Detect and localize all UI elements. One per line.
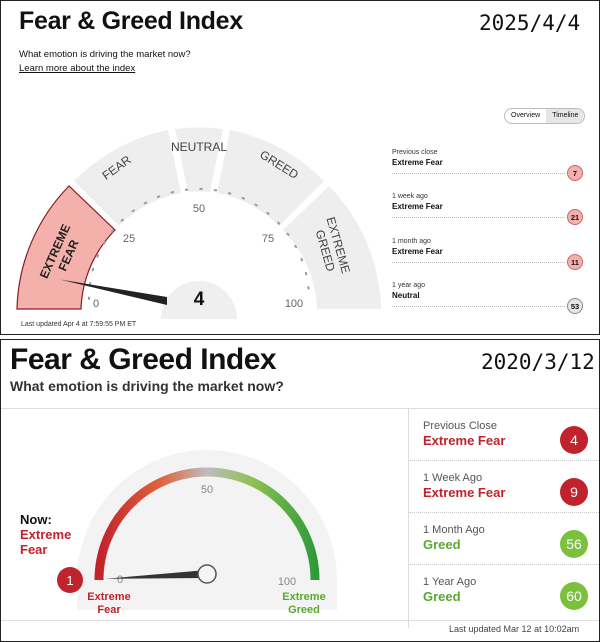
gauge-arc xyxy=(94,467,320,581)
fear-greed-panel-2020: Fear & Greed Index 2020/3/12 What emotio… xyxy=(0,339,600,642)
gauge-hub xyxy=(161,281,237,319)
history-rating: Extreme Fear xyxy=(392,247,443,256)
history-score-badge: 7 xyxy=(567,165,583,181)
gauge-value: 4 xyxy=(194,289,205,310)
tick-25: 25 xyxy=(123,233,135,245)
history-item-1-month: 1 Month Ago Greed 56 xyxy=(423,524,588,576)
date-label: 2025/4/4 xyxy=(479,11,581,35)
tick-50: 50 xyxy=(201,484,213,496)
question-text: What emotion is driving the market now? xyxy=(19,49,191,60)
current-value-marker xyxy=(57,567,83,593)
page-title: Fear & Greed Index xyxy=(10,343,277,376)
history-item-1-year: 1 Year Ago Greed 60 xyxy=(423,576,588,628)
gauge-2020: 50 0 100 1 Extreme Fear Extreme Greed xyxy=(57,450,337,616)
history-label: 1 year ago xyxy=(392,282,426,289)
history-score-badge: 60 xyxy=(560,582,588,610)
history-label: Previous Close xyxy=(423,420,497,432)
right-end-label-1: Extreme xyxy=(282,591,325,603)
tab-overview[interactable]: Overview xyxy=(511,112,541,119)
gauge-needle xyxy=(105,570,207,579)
right-end-label-2: Greed xyxy=(288,604,320,616)
date-label: 2020/3/12 xyxy=(481,350,595,374)
view-toggle: Overview Timeline xyxy=(504,108,586,124)
gauge-needle xyxy=(59,279,167,305)
history-rating: Extreme Fear xyxy=(392,202,443,211)
history-label: 1 Month Ago xyxy=(423,524,485,536)
history-label: 1 month ago xyxy=(392,238,431,245)
history-rating: Greed xyxy=(423,589,461,604)
history-item-previous-close: Previous Close Extreme Fear 4 xyxy=(423,420,588,472)
history-rating: Extreme Fear xyxy=(392,158,443,167)
history-label: 1 Year Ago xyxy=(423,576,477,588)
history-label: 1 week ago xyxy=(392,193,428,200)
history-score-badge: 9 xyxy=(560,478,588,506)
now-rating-line-1: Extreme xyxy=(20,527,72,542)
last-updated: Last updated Apr 4 at 7:59:55 PM ET xyxy=(21,321,137,328)
history-item-previous-close: Previous close Extreme Fear 7 xyxy=(392,149,585,181)
history-score-badge: 53 xyxy=(567,298,583,314)
tab-timeline[interactable]: Timeline xyxy=(546,109,585,123)
history-item-1-month: 1 month ago Extreme Fear 11 xyxy=(392,238,585,270)
tick-0: 0 xyxy=(117,574,123,586)
segment-neutral xyxy=(175,127,223,192)
segment-label-neutral: NEUTRAL xyxy=(171,140,227,154)
segment-greed xyxy=(217,130,324,226)
history-rating: Neutral xyxy=(392,291,420,300)
history-score-badge: 21 xyxy=(567,209,583,225)
segment-fear xyxy=(74,130,181,226)
history-item-1-year: 1 year ago Neutral 53 xyxy=(392,282,585,314)
gauge-2025: EXTREME FEAR FEAR NEUTRAL GREED EXTREME … xyxy=(16,127,381,319)
gauge-pivot xyxy=(197,564,217,584)
history-item-1-week: 1 Week Ago Extreme Fear 9 xyxy=(423,472,588,524)
history-rating: Extreme Fear xyxy=(423,433,506,448)
history-label: 1 Week Ago xyxy=(423,472,483,484)
tick-75: 75 xyxy=(262,233,274,245)
history-rating: Extreme Fear xyxy=(423,485,506,500)
left-end-label-1: Extreme xyxy=(87,591,130,603)
learn-more-link[interactable]: Learn more about the index xyxy=(19,63,136,74)
fear-greed-panel-2025: Fear & Greed Index 2025/4/4 What emotion… xyxy=(0,0,600,335)
question-text: What emotion is driving the market now? xyxy=(10,378,284,394)
last-updated: Last updated Mar 12 at 10:02am xyxy=(449,624,580,634)
current-value: 1 xyxy=(66,573,73,588)
history-score-badge: 56 xyxy=(560,530,588,558)
tick-50: 50 xyxy=(193,203,205,215)
tick-100: 100 xyxy=(278,576,296,588)
now-indicator: Now: Extreme Fear xyxy=(20,512,71,557)
history-item-1-week: 1 week ago Extreme Fear 21 xyxy=(392,193,585,225)
tick-0: 0 xyxy=(93,298,99,310)
history-rating: Greed xyxy=(423,537,461,552)
history-score-badge: 11 xyxy=(567,254,583,270)
tick-100: 100 xyxy=(285,298,303,310)
page-title: Fear & Greed Index xyxy=(19,7,243,35)
now-rating-line-2: Fear xyxy=(20,542,48,557)
now-label: Now: xyxy=(20,512,52,527)
segment-extreme-greed xyxy=(283,186,381,309)
history-label: Previous close xyxy=(392,149,438,156)
history-score-badge: 4 xyxy=(560,426,588,454)
left-end-label-2: Fear xyxy=(97,604,121,616)
